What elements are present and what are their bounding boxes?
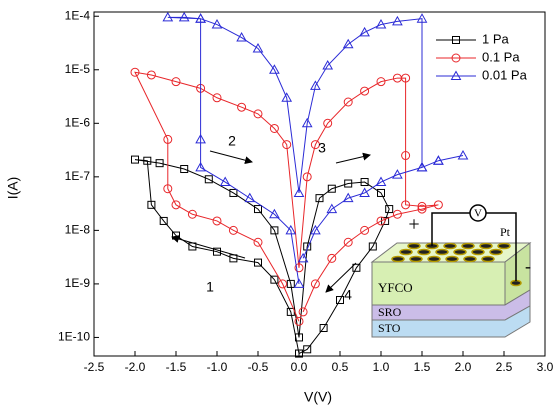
y-tick-label: 1E-8 (65, 223, 91, 237)
inset-diagram: V + Pt - YFCO SRO STO (372, 205, 531, 337)
annotation-arrow (336, 155, 370, 163)
y-axis-label: I(A) (5, 177, 21, 200)
inset-label: Pt (500, 225, 511, 239)
x-tick-label: 1.0 (373, 360, 390, 374)
series-line (135, 160, 389, 354)
annotation: 4 (344, 287, 352, 303)
x-tick-label: 0.5 (332, 360, 349, 374)
annotation: 3 (318, 140, 326, 156)
y-tick-label: 1E-7 (65, 169, 91, 183)
y-tick-label: 1E-9 (65, 276, 91, 290)
inset-label: STO (378, 321, 401, 335)
annotation: 1 (206, 279, 214, 295)
x-tick-label: 2.5 (496, 360, 513, 374)
y-tick-label: 1E-6 (65, 115, 91, 129)
data-point (459, 151, 468, 159)
x-tick-label: -2.5 (84, 360, 105, 374)
y-tick-label: 1E-4 (65, 8, 91, 22)
x-tick-label: 3.0 (537, 360, 554, 374)
chart: V(V) I(A) -2.5-2.0-1.5-1.0-0.50.00.51.01… (0, 0, 556, 408)
x-tick-label: 1.5 (414, 360, 431, 374)
annotation: 2 (228, 133, 236, 149)
x-tick-label: -2.0 (125, 360, 146, 374)
x-axis-label: V(V) (304, 389, 332, 405)
svg-text:V: V (474, 208, 482, 220)
y-tick-label: 1E-5 (65, 62, 91, 76)
annotation-arrow (172, 237, 245, 258)
wire (432, 213, 470, 246)
x-tick-label: -1.0 (207, 360, 228, 374)
x-tick-label: 0.0 (291, 360, 308, 374)
legend-label: 0.1 Pa (482, 49, 520, 64)
inset-label: YFCO (378, 280, 413, 295)
inset-label: + (408, 214, 419, 236)
x-tick-label: -0.5 (248, 360, 269, 374)
x-tick-label: 2.0 (455, 360, 472, 374)
legend-label: 0.01 Pa (482, 67, 528, 82)
y-tick-label: 1E-10 (58, 330, 90, 344)
inset-label: SRO (378, 305, 402, 319)
inset-label: - (525, 256, 531, 276)
x-tick-label: -1.5 (166, 360, 187, 374)
legend-label: 1 Pa (482, 31, 510, 46)
annotation-arrow (210, 151, 252, 162)
